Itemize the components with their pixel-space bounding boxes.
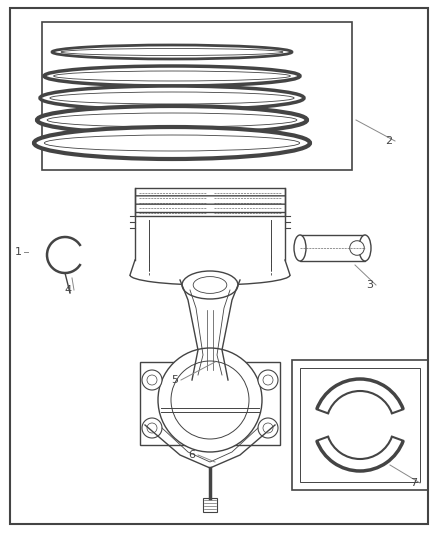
Ellipse shape — [34, 127, 310, 159]
Bar — [300, 235, 365, 261]
Circle shape — [142, 418, 162, 438]
Text: 4: 4 — [64, 285, 71, 295]
Circle shape — [147, 423, 157, 433]
Ellipse shape — [47, 113, 297, 127]
Circle shape — [263, 375, 273, 385]
Ellipse shape — [50, 92, 294, 104]
Text: 7: 7 — [410, 478, 417, 488]
Ellipse shape — [52, 45, 292, 59]
Circle shape — [263, 423, 273, 433]
Ellipse shape — [44, 135, 300, 151]
Text: 2: 2 — [385, 136, 392, 146]
Ellipse shape — [182, 271, 238, 299]
Ellipse shape — [359, 235, 371, 261]
Bar — [203, 498, 217, 512]
Bar — [140, 362, 280, 445]
Circle shape — [142, 370, 162, 390]
Circle shape — [258, 418, 278, 438]
Text: 6: 6 — [188, 450, 195, 460]
Circle shape — [258, 370, 278, 390]
Bar — [135, 188, 285, 216]
Text: 1: 1 — [14, 247, 21, 257]
Text: 3: 3 — [367, 280, 374, 290]
Ellipse shape — [44, 66, 300, 86]
Bar — [292, 360, 428, 490]
Ellipse shape — [294, 235, 306, 261]
Circle shape — [158, 348, 262, 452]
Circle shape — [147, 375, 157, 385]
Ellipse shape — [37, 106, 307, 134]
Ellipse shape — [61, 49, 283, 55]
Bar — [300, 368, 420, 482]
Circle shape — [171, 361, 249, 439]
Bar — [42, 22, 352, 170]
Ellipse shape — [53, 71, 290, 81]
Circle shape — [350, 241, 364, 255]
Ellipse shape — [40, 86, 304, 110]
Ellipse shape — [193, 277, 227, 293]
Text: 5: 5 — [172, 375, 179, 385]
